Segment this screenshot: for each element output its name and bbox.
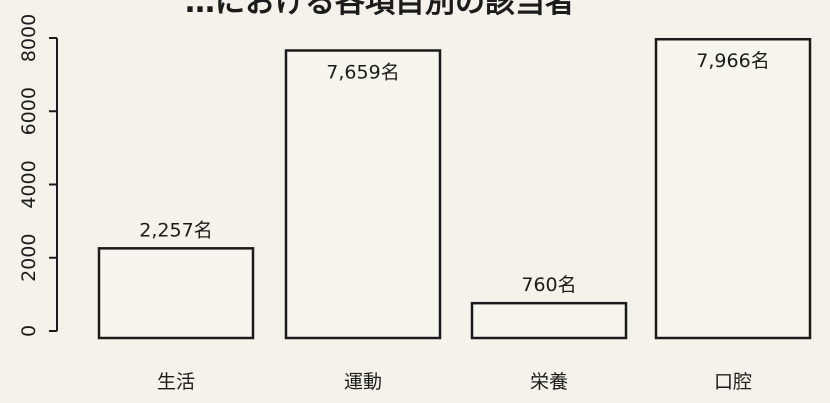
bar-4 (654, 37, 812, 340)
data-label-4: 7,966名 (696, 50, 769, 72)
y-tick-label: 4000 (18, 160, 40, 208)
y-tick-label: 0 (18, 325, 40, 337)
bar-2 (284, 49, 442, 340)
data-labels-group: 2,257名 7,659名 760名 7,966名 (139, 50, 769, 296)
bars-group (97, 37, 812, 340)
data-label-2: 7,659名 (326, 61, 399, 83)
category-label-4: 口腔 (714, 371, 752, 393)
y-tick-label: 8000 (18, 14, 40, 62)
data-label-3: 760名 (521, 274, 576, 296)
category-labels-group: 生活 運動 栄養 口腔 (157, 371, 752, 393)
category-label-1: 生活 (157, 371, 195, 393)
category-label-2: 運動 (344, 371, 382, 393)
y-axis: 0 2000 4000 6000 8000 (18, 14, 58, 337)
bar-3 (470, 301, 628, 340)
bar-1 (97, 247, 255, 340)
y-tick-label: 6000 (18, 87, 40, 135)
category-label-3: 栄養 (530, 371, 568, 393)
data-label-1: 2,257名 (139, 219, 212, 241)
y-tick-label: 2000 (18, 234, 40, 282)
chart-title: …における各項目別の該当者 (185, 0, 575, 20)
